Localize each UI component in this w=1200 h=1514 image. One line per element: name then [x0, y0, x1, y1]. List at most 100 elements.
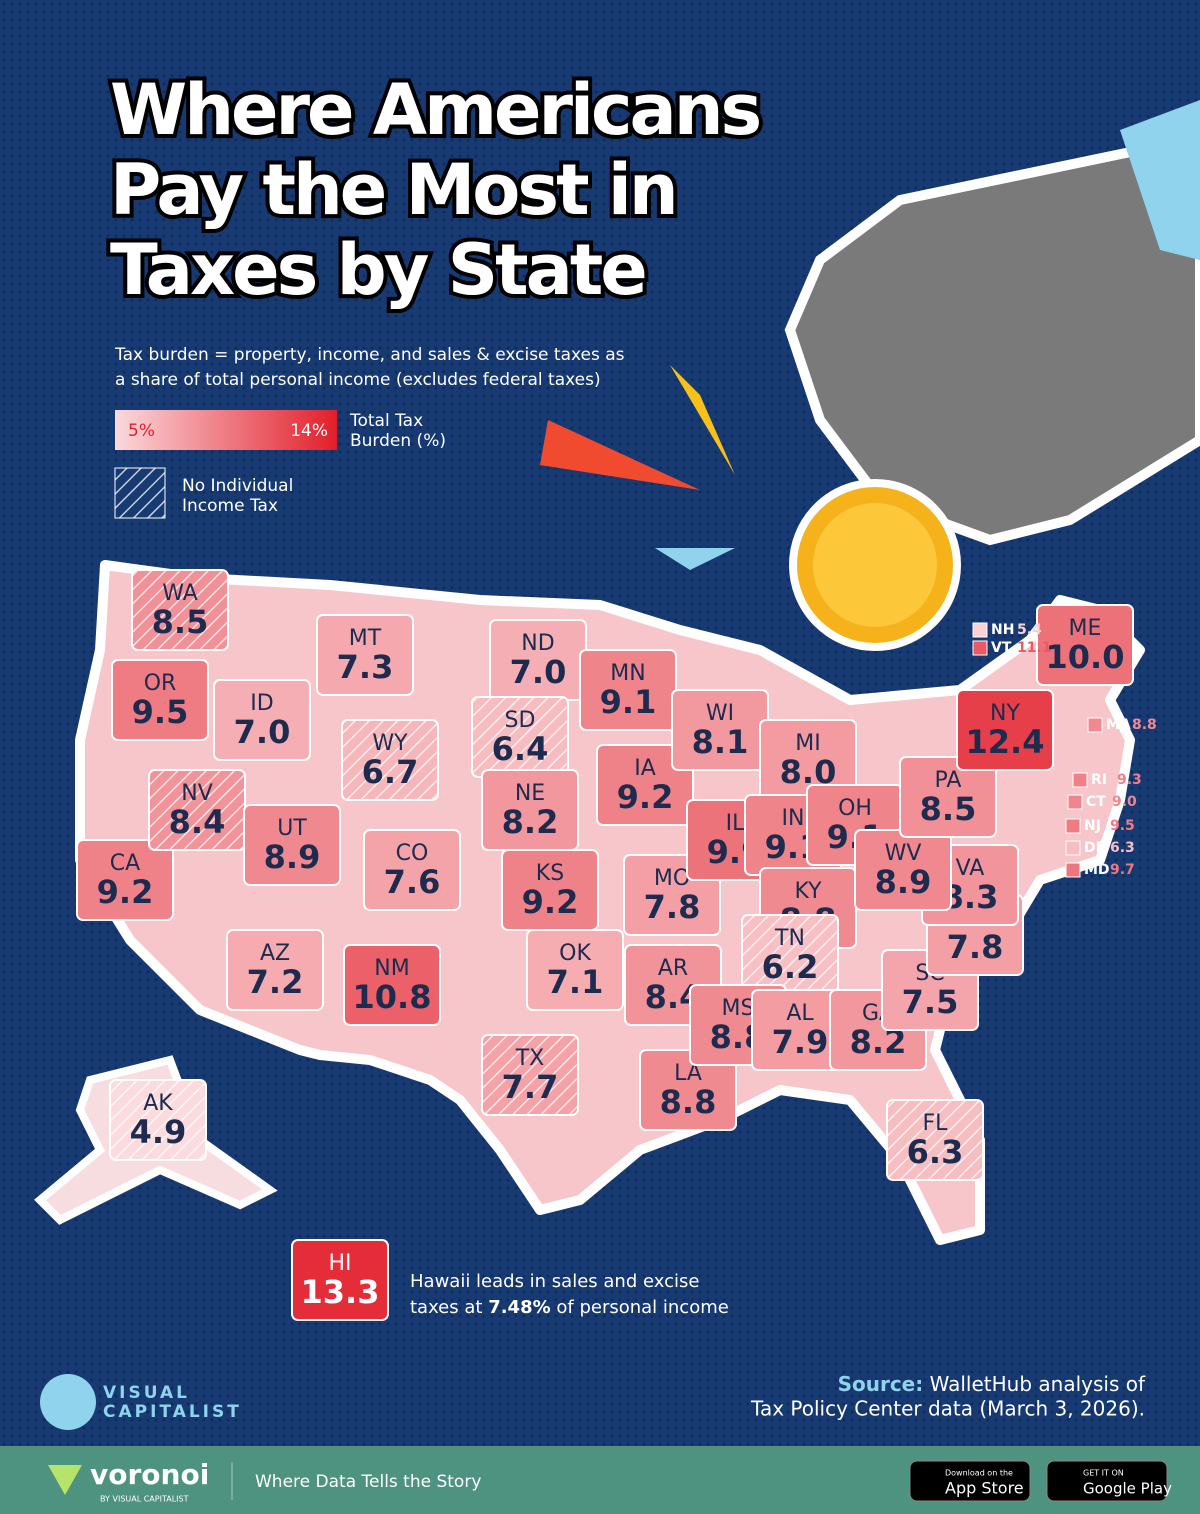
state-shape — [1036, 604, 1134, 686]
state-abbr: NY — [990, 701, 1020, 726]
state-abbr: MI — [795, 731, 820, 756]
subtitle: Tax burden = property, income, and sales… — [114, 345, 625, 365]
state-value: 9.7 — [1110, 862, 1135, 878]
no-income-tax-hatch — [110, 1080, 206, 1160]
state-shape — [363, 829, 461, 911]
state-abbr: FL — [923, 1111, 949, 1136]
state-value: 6.7 — [362, 753, 419, 791]
no-income-tax-hatch — [149, 770, 245, 850]
state-shape — [639, 1049, 737, 1131]
state-abbr: NV — [181, 781, 213, 806]
state-abbr: MO — [654, 866, 690, 891]
state-abbr: PA — [935, 768, 962, 793]
badge-text: App Store — [945, 1479, 1024, 1498]
state-abbr: IA — [634, 756, 656, 781]
state-abbr: KY — [794, 879, 822, 904]
state-abbr: KS — [536, 861, 564, 886]
state-abbr: SD — [505, 708, 536, 733]
state-value: 9.0 — [1112, 794, 1137, 810]
source: Source: WalletHub analysis of — [838, 1372, 1146, 1396]
source-text: Tax Policy Center data (March 3, 2026). — [750, 1397, 1145, 1421]
state-value: 7.5 — [902, 983, 959, 1021]
legend-min: 5% — [128, 421, 155, 441]
state-value: 7.8 — [947, 928, 1004, 966]
legend-max: 14% — [290, 421, 328, 441]
state-value: 8.9 — [264, 838, 321, 876]
state-swatch — [1065, 840, 1081, 856]
state-shape — [111, 659, 209, 741]
annotation: taxes at 7.48% of personal income — [410, 1297, 729, 1318]
title: Where Americans Pay the Most in Taxes by… — [106, 65, 767, 315]
spark — [655, 548, 735, 570]
google-play-button[interactable] — [1046, 1460, 1168, 1502]
state-shape — [899, 756, 997, 838]
state-abbr: MN — [610, 661, 645, 686]
state-swatch — [1072, 772, 1088, 788]
state-value: 7.6 — [384, 863, 441, 901]
badge-small: GET IT ON — [1083, 1469, 1124, 1478]
state-value: 6.3 — [1110, 840, 1135, 856]
annotation: Hawaii leads in sales and excise — [410, 1271, 699, 1292]
state-abbr: VT — [991, 640, 1012, 656]
brand: VISUAL — [103, 1383, 190, 1403]
annotation-text: taxes at — [410, 1297, 482, 1318]
state-abbr: ME — [1069, 616, 1102, 641]
state-shape — [226, 929, 324, 1011]
state-value: 11.1 — [1017, 640, 1052, 656]
state-shape — [526, 929, 624, 1011]
state-value: 8.8 — [660, 1083, 717, 1121]
state-swatch — [1065, 862, 1081, 878]
state-value: 7.8 — [644, 888, 701, 926]
no-income-tax-hatch — [742, 915, 838, 995]
legend-hatch — [115, 468, 165, 518]
no-income-tax-hatch — [482, 1035, 578, 1115]
app-store-button[interactable] — [909, 1460, 1031, 1502]
state-abbr: WA — [162, 581, 198, 606]
state-abbr: CO — [396, 841, 429, 866]
state-value: 9.2 — [522, 883, 579, 921]
hand — [784, 134, 1200, 546]
brand-icon — [40, 1374, 96, 1430]
state-value: 8.5 — [152, 603, 209, 641]
state-shape — [291, 1239, 389, 1321]
state-swatch — [1087, 717, 1103, 733]
state-value: 9.3 — [1117, 772, 1142, 788]
state-value: 8.9 — [875, 863, 932, 901]
state-value: 7.3 — [337, 648, 394, 686]
state-abbr: NJ — [1084, 818, 1101, 834]
legend-hatch-label: No Individual — [182, 476, 293, 496]
state-value: 8.5 — [920, 790, 977, 828]
state-abbr: WV — [885, 841, 922, 866]
state-abbr: AZ — [260, 941, 290, 966]
state-value: 8.1 — [692, 723, 749, 761]
state-value: 8.2 — [502, 803, 559, 841]
state-value: 7.0 — [234, 713, 291, 751]
state-abbr: MS — [722, 996, 755, 1021]
state-value: 7.1 — [547, 963, 604, 1001]
state-abbr: HI — [328, 1251, 351, 1276]
state-value: 7.9 — [772, 1023, 829, 1061]
state-abbr: IN — [782, 806, 805, 831]
state-abbr: ND — [521, 631, 554, 656]
state-value: 7.7 — [502, 1068, 559, 1106]
state-abbr: IL — [726, 811, 745, 836]
states: WA8.5OR9.5CA9.2ID7.0NV8.4MT7.3WY6.7UT8.9… — [76, 569, 1157, 1321]
title-line: Taxes by State — [110, 229, 645, 311]
annotation-highlight: 7.48% — [488, 1297, 550, 1318]
source-text: WalletHub analysis of — [930, 1372, 1146, 1396]
state-swatch — [972, 640, 988, 656]
state-shape — [316, 614, 414, 696]
state-shape — [596, 744, 694, 826]
state-abbr: RI — [1091, 772, 1107, 788]
legend-hatch-label: Income Tax — [182, 496, 278, 516]
state-value: 9.1 — [600, 683, 657, 721]
state-abbr: CT — [1086, 794, 1106, 810]
state-abbr: WY — [372, 731, 408, 756]
state-abbr: OK — [559, 941, 591, 966]
state-shape — [213, 679, 311, 761]
state-value: 9.2 — [617, 778, 674, 816]
state-value: 8.4 — [169, 803, 226, 841]
state-abbr: NE — [515, 781, 545, 806]
